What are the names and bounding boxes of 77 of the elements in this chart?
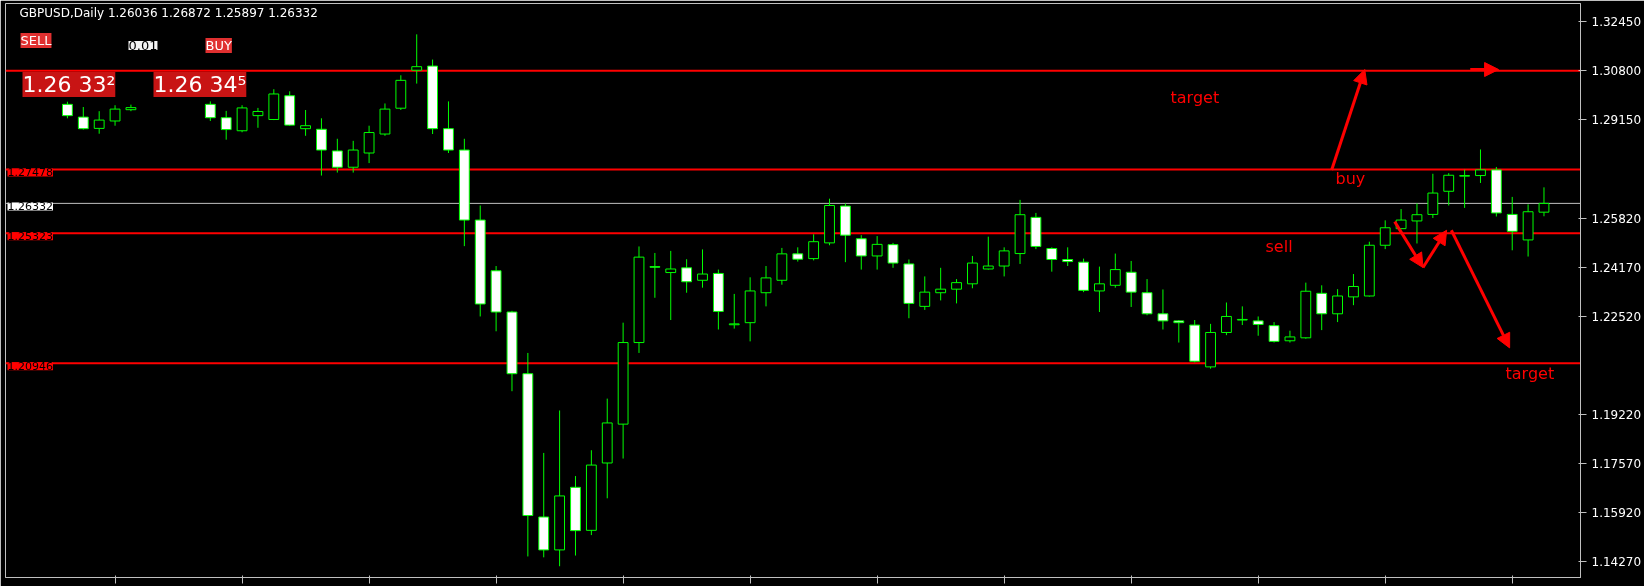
candlestick xyxy=(887,242,899,269)
candlestick xyxy=(204,100,216,122)
candlestick xyxy=(1284,330,1296,344)
annotation: 1.26 33² xyxy=(22,72,116,97)
candlestick xyxy=(1173,319,1185,344)
candlestick xyxy=(236,104,248,133)
y-tick-label: 1.19220 xyxy=(1591,407,1642,422)
candlestick xyxy=(1141,278,1153,316)
annotation: target xyxy=(1505,364,1555,383)
candlestick xyxy=(1157,288,1169,331)
candlestick xyxy=(728,293,740,330)
candlestick xyxy=(1459,169,1471,209)
candlestick xyxy=(316,117,327,177)
candlestick xyxy=(808,233,820,261)
candlestick xyxy=(77,106,89,131)
y-tick-label: 1.17570 xyxy=(1591,456,1642,471)
annotation: buy xyxy=(1335,169,1366,188)
candlestick xyxy=(1252,315,1264,337)
candlestick xyxy=(1109,253,1121,289)
y-tick-label: 1.14270 xyxy=(1591,554,1642,569)
candlestick xyxy=(1221,302,1232,336)
candlestick xyxy=(109,104,121,127)
candlestick xyxy=(443,100,454,154)
candlestick xyxy=(363,125,375,164)
candlestick xyxy=(1427,173,1439,219)
y-tick-label: 1.22520 xyxy=(1591,309,1642,324)
candlestick xyxy=(665,250,677,321)
annotation: target xyxy=(1170,88,1220,107)
ref-line-label: 1.20946 xyxy=(7,360,53,374)
candlestick xyxy=(411,33,423,85)
candlestick xyxy=(966,255,978,289)
candlestick xyxy=(1411,202,1423,244)
annotation: sell xyxy=(1265,237,1293,256)
candlestick xyxy=(919,275,931,311)
candlestick xyxy=(951,278,962,304)
annotation: 1.26 34⁵ xyxy=(153,72,247,97)
y-tick-label: 1.29150 xyxy=(1591,113,1642,128)
y-tick-label: 1.25820 xyxy=(1591,212,1642,227)
candlestick xyxy=(935,267,947,301)
candlestick xyxy=(982,236,994,271)
candlestick xyxy=(855,234,867,271)
candlestick xyxy=(93,110,105,135)
ref-line-label: 1.25323 xyxy=(7,230,53,244)
candlestick xyxy=(1475,148,1486,184)
candlestick xyxy=(347,140,359,174)
candlestick xyxy=(220,110,232,141)
candlestick xyxy=(697,248,708,289)
candlestick xyxy=(1443,172,1455,207)
candlestick xyxy=(331,138,343,174)
candlestick xyxy=(1316,284,1328,331)
candlestick xyxy=(998,246,1010,277)
candlestick xyxy=(1062,246,1074,267)
candlestick xyxy=(649,252,661,299)
candlestick xyxy=(1506,196,1518,251)
candlestick xyxy=(1268,321,1280,344)
ref-line-label: 1.27478 xyxy=(7,166,53,180)
candlestick xyxy=(1046,246,1058,273)
candlestick xyxy=(1332,288,1343,323)
candlestick xyxy=(1125,260,1137,308)
candlestick xyxy=(1094,266,1105,313)
candlestick xyxy=(871,235,883,271)
candlestick xyxy=(681,258,693,294)
annotation: 0.01 xyxy=(128,38,158,53)
candlestick xyxy=(1379,219,1391,250)
ref-line-label: 1.26332 xyxy=(7,200,53,214)
y-tick-label: 1.24170 xyxy=(1591,261,1642,276)
annotation: BUY xyxy=(205,38,232,53)
candlestick xyxy=(252,107,264,129)
y-tick-label: 1.32450 xyxy=(1591,15,1642,30)
candlestick xyxy=(300,109,311,137)
candlestick xyxy=(760,265,772,307)
candlestick xyxy=(1236,305,1248,326)
y-tick-label: 1.15920 xyxy=(1591,505,1642,520)
candlestick xyxy=(1348,273,1359,306)
chart-title: GBPUSD,Daily 1.26036 1.26872 1.25897 1.26332 xyxy=(19,5,318,20)
y-tick-label: 1.30800 xyxy=(1591,64,1642,79)
candlestick xyxy=(1538,186,1550,217)
